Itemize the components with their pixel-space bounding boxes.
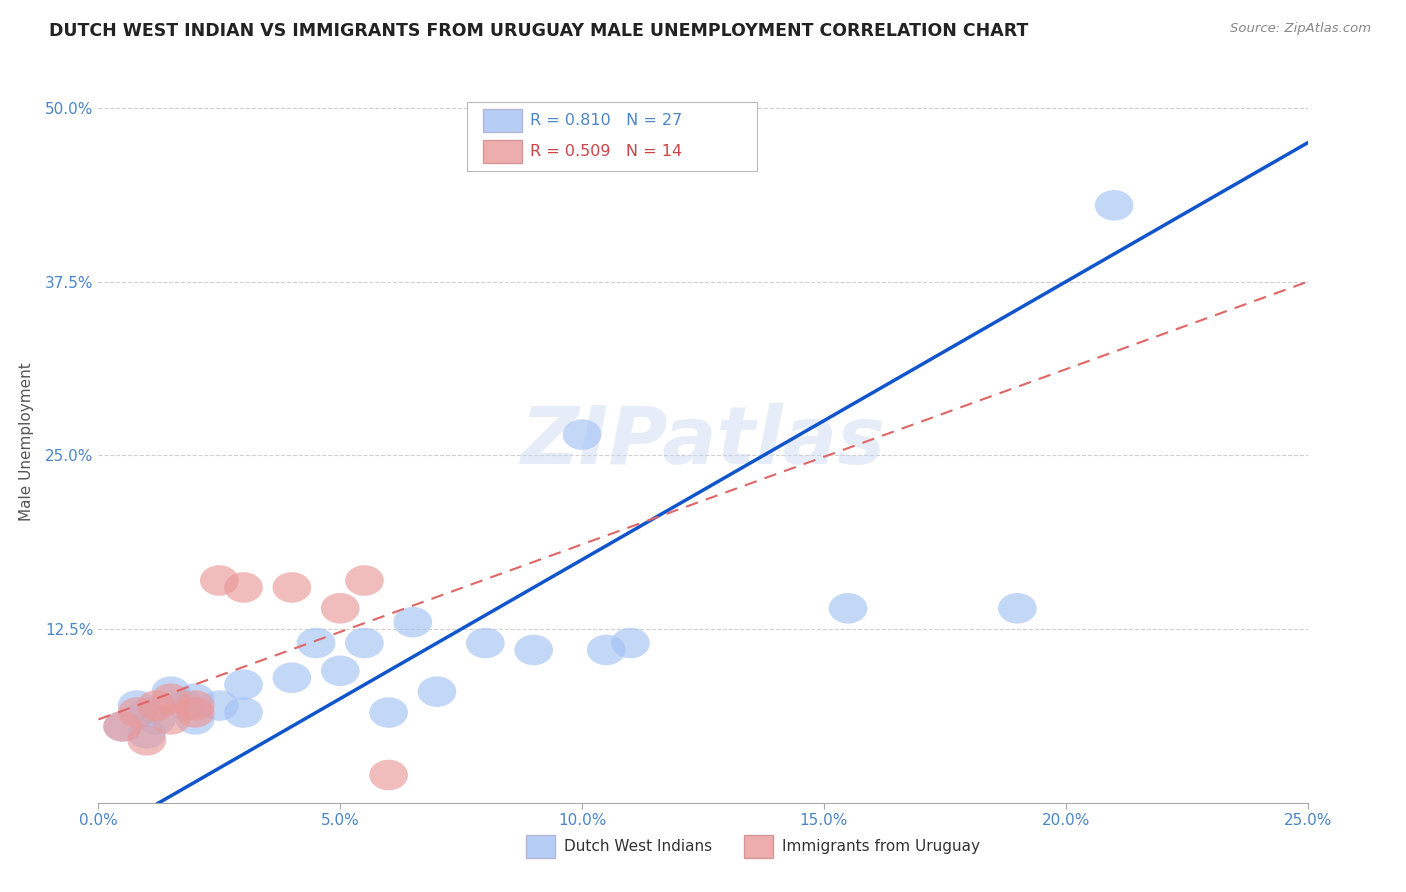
FancyBboxPatch shape (467, 102, 758, 170)
Ellipse shape (138, 704, 176, 735)
Ellipse shape (344, 566, 384, 596)
Ellipse shape (128, 725, 166, 756)
Ellipse shape (370, 698, 408, 728)
Ellipse shape (166, 690, 205, 721)
Ellipse shape (394, 607, 432, 638)
Ellipse shape (200, 690, 239, 721)
Ellipse shape (152, 676, 190, 707)
FancyBboxPatch shape (482, 140, 522, 163)
Ellipse shape (176, 704, 215, 735)
Ellipse shape (118, 698, 156, 728)
Ellipse shape (224, 572, 263, 603)
Text: R = 0.810   N = 27: R = 0.810 N = 27 (530, 113, 682, 128)
Ellipse shape (344, 628, 384, 658)
Ellipse shape (128, 718, 166, 748)
FancyBboxPatch shape (482, 109, 522, 132)
Ellipse shape (273, 663, 311, 693)
Ellipse shape (998, 593, 1036, 624)
Ellipse shape (176, 698, 215, 728)
Ellipse shape (103, 711, 142, 741)
Ellipse shape (224, 669, 263, 700)
Ellipse shape (321, 593, 360, 624)
Y-axis label: Male Unemployment: Male Unemployment (18, 362, 34, 521)
Ellipse shape (273, 572, 311, 603)
Text: DUTCH WEST INDIAN VS IMMIGRANTS FROM URUGUAY MALE UNEMPLOYMENT CORRELATION CHART: DUTCH WEST INDIAN VS IMMIGRANTS FROM URU… (49, 22, 1029, 40)
FancyBboxPatch shape (744, 835, 773, 858)
Ellipse shape (103, 711, 142, 741)
Ellipse shape (1095, 190, 1133, 220)
Ellipse shape (224, 698, 263, 728)
Ellipse shape (828, 593, 868, 624)
Text: ZIPatlas: ZIPatlas (520, 402, 886, 481)
Ellipse shape (176, 690, 215, 721)
Ellipse shape (152, 683, 190, 714)
Ellipse shape (515, 635, 553, 665)
Text: Dutch West Indians: Dutch West Indians (564, 838, 711, 854)
Ellipse shape (586, 635, 626, 665)
Ellipse shape (370, 760, 408, 790)
Ellipse shape (465, 628, 505, 658)
Ellipse shape (612, 628, 650, 658)
Text: R = 0.509   N = 14: R = 0.509 N = 14 (530, 145, 682, 160)
Ellipse shape (321, 656, 360, 686)
Ellipse shape (562, 419, 602, 450)
Ellipse shape (152, 704, 190, 735)
Ellipse shape (118, 690, 156, 721)
Text: Source: ZipAtlas.com: Source: ZipAtlas.com (1230, 22, 1371, 36)
Ellipse shape (200, 566, 239, 596)
Text: Immigrants from Uruguay: Immigrants from Uruguay (782, 838, 980, 854)
Ellipse shape (418, 676, 457, 707)
Ellipse shape (297, 628, 336, 658)
FancyBboxPatch shape (526, 835, 555, 858)
Ellipse shape (138, 690, 176, 721)
Ellipse shape (128, 698, 166, 728)
Ellipse shape (176, 683, 215, 714)
